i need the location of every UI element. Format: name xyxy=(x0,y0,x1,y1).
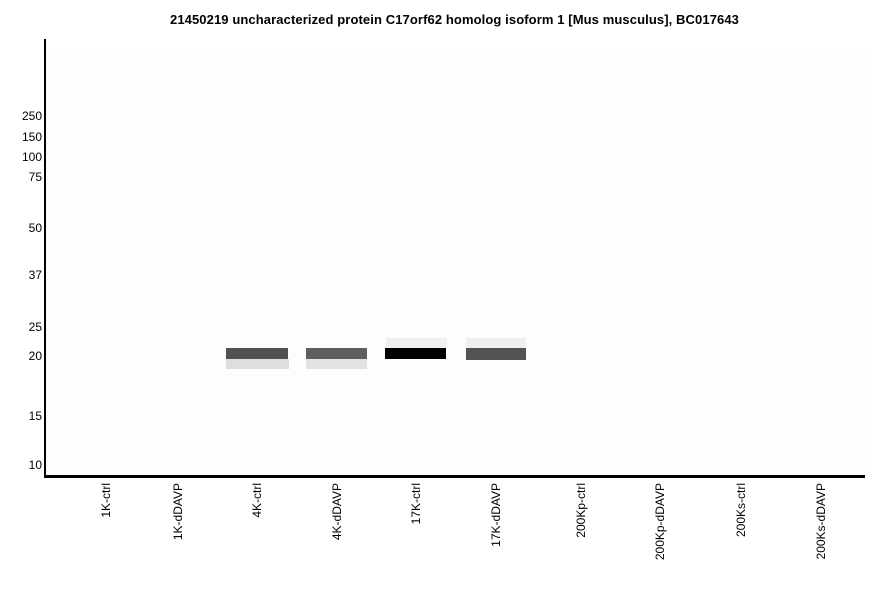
gel-band xyxy=(226,359,289,369)
gel-band xyxy=(466,348,526,360)
lane-label-text: 17K-dDAVP xyxy=(489,483,503,547)
lane-label-text: 1K-ctrl xyxy=(99,483,113,518)
y-tick-label: 37 xyxy=(28,268,42,282)
lane-label: 1K-dDAVP xyxy=(171,483,185,540)
y-tick-label: 250 xyxy=(21,109,42,123)
lane-label: 1K-ctrl xyxy=(99,483,113,518)
y-tick-label: 100 xyxy=(21,150,42,164)
y-axis-line xyxy=(44,39,46,478)
chart-title: 21450219 uncharacterized protein C17orf6… xyxy=(169,12,740,27)
gel-band xyxy=(226,348,288,359)
lane-label-text: 1K-dDAVP xyxy=(171,483,185,541)
lane-label: 17K-ctrl xyxy=(409,483,423,524)
lane-label: 17K-dDAVP xyxy=(489,483,503,547)
y-tick-label: 10 xyxy=(28,458,42,472)
y-tick-label: 25 xyxy=(28,320,42,334)
lane-label: 200Ks-dDAVP xyxy=(814,483,828,559)
lane-label-text: 200Kp-ctrl xyxy=(574,483,588,538)
y-tick-label: 150 xyxy=(21,130,42,144)
lane-label-text: 17K-ctrl xyxy=(409,483,423,525)
y-tick-label: 15 xyxy=(28,409,42,423)
y-tick-label: 75 xyxy=(28,170,42,184)
y-tick-label: 20 xyxy=(28,349,42,363)
lane-label: 4K-ctrl xyxy=(250,483,264,518)
lane-label: 4K-dDAVP xyxy=(330,483,344,540)
gel-band xyxy=(385,348,446,359)
gel-band xyxy=(306,359,367,369)
x-axis-line xyxy=(44,475,865,478)
lane-label-text: 4K-dDAVP xyxy=(330,483,344,541)
lane-label: 200Kp-ctrl xyxy=(574,483,588,538)
lane-label-text: 200Ks-ctrl xyxy=(734,483,748,538)
gel-band xyxy=(466,338,526,348)
lane-label-text: 200Ks-dDAVP xyxy=(814,483,828,560)
gel-band xyxy=(306,348,367,359)
lane-label: 200Kp-dDAVP xyxy=(653,483,667,560)
plot-area xyxy=(46,49,865,475)
lane-label-text: 4K-ctrl xyxy=(250,483,264,518)
lane-label: 200Ks-ctrl xyxy=(734,483,748,537)
y-tick-label: 50 xyxy=(28,221,42,235)
lane-label-text: 200Kp-dDAVP xyxy=(653,483,667,561)
gel-band xyxy=(386,338,447,348)
